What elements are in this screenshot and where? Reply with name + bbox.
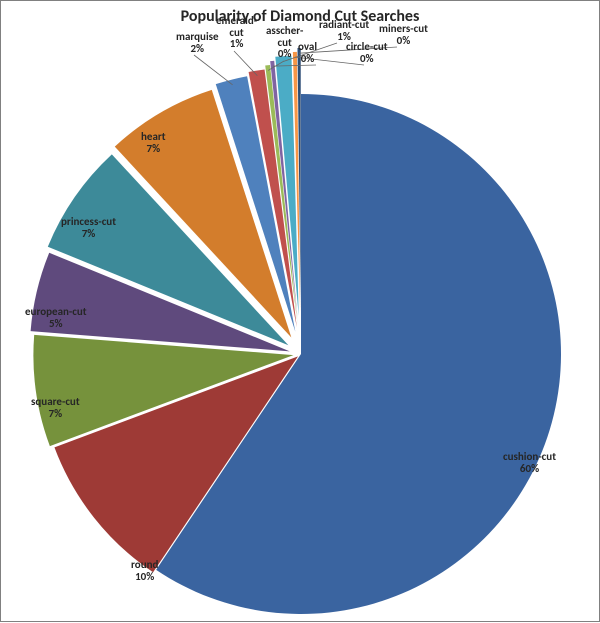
label-oval: oval0% bbox=[298, 41, 317, 64]
label-square-cut: square-cut7% bbox=[31, 396, 80, 419]
label-emerald-cut: emerald-cut1% bbox=[216, 15, 257, 50]
pie-chart bbox=[1, 1, 600, 623]
label-heart: heart7% bbox=[141, 131, 166, 154]
label-radiant-cut: radiant-cut1% bbox=[319, 19, 369, 42]
label-european-cut: european-cut5% bbox=[25, 306, 87, 329]
label-miners-cut: miners-cut0% bbox=[379, 23, 428, 46]
chart-frame: Popularity of Diamond Cut Searches cushi… bbox=[0, 0, 600, 622]
label-cushion-cut: cushion-cut60% bbox=[503, 451, 556, 474]
label-marquise: marquise2% bbox=[176, 31, 219, 54]
label-princess-cut: princess-cut7% bbox=[61, 216, 116, 239]
label-round: round10% bbox=[131, 559, 158, 582]
